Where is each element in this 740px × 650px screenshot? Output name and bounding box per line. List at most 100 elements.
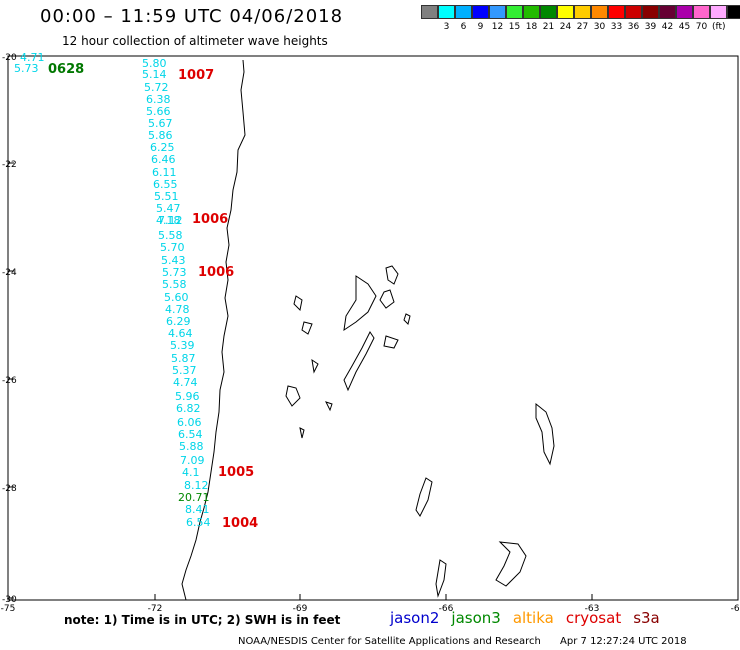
pressure-label: 1004 <box>222 516 258 531</box>
wave-height-value: 7.09 <box>180 454 205 467</box>
wave-height-value: 5.58 <box>158 229 183 242</box>
legend-label: 18 <box>525 22 538 32</box>
legend-label: 15 <box>508 22 521 32</box>
wave-height-value: 5.14 <box>142 68 167 81</box>
pressure-label: 1006 <box>192 212 228 227</box>
legend-swatch <box>421 5 438 19</box>
longitude-label: -60 <box>731 604 740 614</box>
color-legend <box>421 5 740 19</box>
wave-height-value: 8.12 <box>184 479 209 492</box>
wave-height-value: 6.55 <box>153 178 178 191</box>
wave-height-value: 5.39 <box>170 339 195 352</box>
wave-height-value: 5.60 <box>164 291 189 304</box>
wave-height-value: 5.80 <box>142 57 167 70</box>
wave-height-value: 5.67 <box>148 117 173 130</box>
longitude-label: -66 <box>439 604 454 614</box>
island <box>379 289 395 309</box>
island <box>383 335 399 349</box>
axis-ticks <box>7 55 739 600</box>
legend-swatch <box>506 5 523 19</box>
island <box>415 477 433 517</box>
island <box>293 295 303 312</box>
wave-height-value: 4.64 <box>168 327 193 340</box>
island <box>385 265 399 285</box>
satellite-name: altika <box>512 609 554 627</box>
color-legend-labels: 3 6 9 12 15 18 21 24 27 30 33 36 39 42 45 70 (ft) <box>421 22 726 32</box>
wave-height-value: 6.38 <box>146 93 171 106</box>
legend-swatch <box>659 5 676 19</box>
legend-label: 70 <box>695 22 708 32</box>
legend-label: 12 <box>491 22 504 32</box>
wave-height-value: 5.96 <box>175 390 200 403</box>
pressure-label: 1005 <box>218 465 254 480</box>
legend-label: 9 <box>477 22 484 32</box>
island <box>343 331 375 392</box>
legend-swatch <box>625 5 642 19</box>
wave-height-value: 4.18 <box>156 214 181 227</box>
island <box>495 541 527 587</box>
legend-label: 27 <box>576 22 589 32</box>
wave-height-value: 5.58 <box>162 278 187 291</box>
wave-height-value: 6.11 <box>152 166 177 179</box>
chile-coastline <box>181 59 246 601</box>
wave-height-value: 5.37 <box>172 364 197 377</box>
latitude-label: -22 <box>2 160 17 170</box>
island <box>311 358 319 374</box>
wave-height-value: 6.54 <box>186 516 211 529</box>
wave-height-value: 5.73 <box>162 266 187 279</box>
legend-swatch <box>438 5 455 19</box>
wave-height-value: 5.87 <box>171 352 196 365</box>
wave-height-value: 5.72 <box>144 81 169 94</box>
wave-height-labels: 4.715.73 5.805.145.726.385.665.675.866.25… <box>14 51 211 529</box>
wave-height-value: 5.70 <box>160 241 185 254</box>
legend-label: 30 <box>593 22 606 32</box>
pressure-labels: 1007 1006 1006 1005 1004 <box>178 68 258 531</box>
legend-label: 39 <box>644 22 657 32</box>
legend-swatch <box>608 5 625 19</box>
time-label: 0628 <box>48 62 84 77</box>
legend-swatch <box>489 5 506 19</box>
wave-height-value: 4.74 <box>173 376 198 389</box>
island <box>299 427 305 439</box>
legend-swatch <box>727 5 740 19</box>
legend-swatch <box>710 5 727 19</box>
satellite-legend: jason2 jason3 altika cryosat s3a <box>390 609 672 627</box>
legend-swatch <box>557 5 574 19</box>
latitude-label: -30 <box>2 595 17 605</box>
wave-height-value: 5.43 <box>161 254 186 267</box>
satellite-name: s3a <box>633 609 660 627</box>
map-subtitle: 12 hour collection of altimeter wave hei… <box>62 34 328 48</box>
longitude-labels: -75 -72 -69 -66 -63 -60 <box>1 604 740 614</box>
legend-swatch <box>523 5 540 19</box>
wave-height-value: 20.71 <box>178 491 210 504</box>
longitude-label: -72 <box>148 604 163 614</box>
legend-label: 42 <box>661 22 674 32</box>
legend-swatch <box>540 5 557 19</box>
legend-swatch <box>574 5 591 19</box>
island <box>403 313 411 325</box>
legend-swatch <box>642 5 659 19</box>
legend-label: 45 <box>678 22 691 32</box>
legend-swatch <box>693 5 710 19</box>
wave-height-value: 5.73 <box>14 62 39 75</box>
legend-label: 33 <box>610 22 623 32</box>
footer-note: note: 1) Time is in UTC; 2) SWH is in fe… <box>64 613 341 627</box>
legend-label: 36 <box>627 22 640 32</box>
island <box>535 402 555 466</box>
latitude-label: -26 <box>2 376 17 386</box>
pressure-label: 1007 <box>178 68 214 83</box>
coastline <box>181 59 555 601</box>
wave-height-value: 5.88 <box>179 440 204 453</box>
wave-height-value: 4.71 <box>20 51 45 64</box>
pressure-label: 1006 <box>198 265 234 280</box>
legend-swatch <box>455 5 472 19</box>
satellite-name: jason3 <box>451 609 501 627</box>
wave-height-value: 7.12 <box>158 214 183 227</box>
wave-height-value: 4.78 <box>165 303 190 316</box>
island <box>435 559 447 598</box>
legend-label: 24 <box>559 22 572 32</box>
legend-unit: (ft) <box>712 22 726 32</box>
map-frame <box>7 55 739 601</box>
wave-height-value: 8.41 <box>185 503 210 516</box>
